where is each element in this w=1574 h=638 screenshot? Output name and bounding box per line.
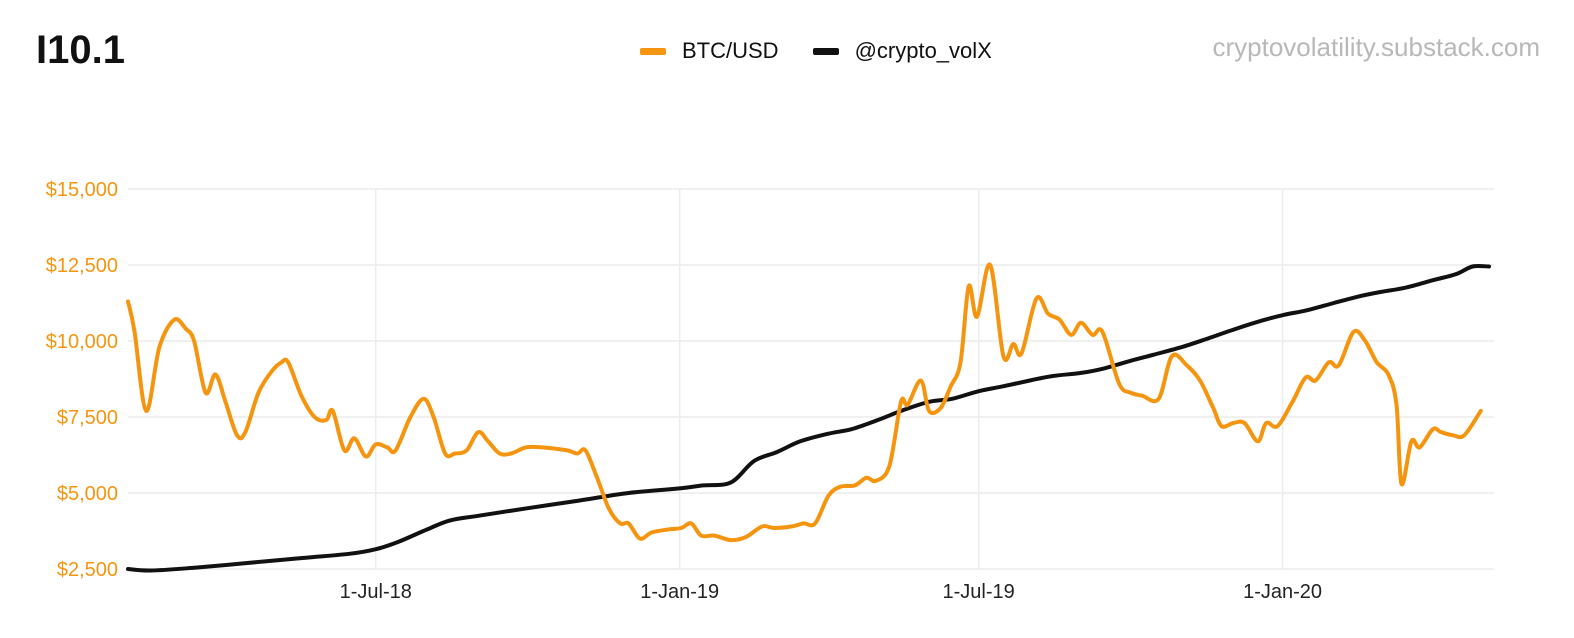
legend-item-volx: @crypto_volX xyxy=(812,38,992,64)
y-tick-label: $15,000 xyxy=(46,179,118,201)
series-lines xyxy=(126,262,1491,573)
y-tick-label: $2,500 xyxy=(57,559,118,581)
y-axis: $2,500 $5,000 $7,500 $10,000 $12,500 $15,000 xyxy=(46,179,118,581)
legend-label-btc: BTC/USD xyxy=(682,38,779,63)
grid-lines xyxy=(128,188,1494,570)
legend-swatch-volx xyxy=(812,47,839,55)
y-tick-label: $12,500 xyxy=(46,255,118,277)
x-tick-label: 1-Jul-19 xyxy=(943,581,1015,603)
chart-legend: BTC/USD @crypto_volX xyxy=(640,38,992,64)
y-tick-label: $5,000 xyxy=(57,483,118,505)
legend-swatch-btc xyxy=(640,47,666,55)
x-tick-label: 1-Jan-20 xyxy=(1243,581,1322,603)
legend-label-volx: @crypto_volX xyxy=(854,38,992,63)
source-credit: cryptovolatility.substack.com xyxy=(1212,32,1540,62)
y-tick-label: $10,000 xyxy=(46,331,118,353)
legend-item-btc: BTC/USD xyxy=(640,38,779,64)
x-tick-label: 1-Jan-19 xyxy=(640,581,719,603)
y-tick-label: $7,500 xyxy=(57,407,118,429)
series-line-crypto-volx xyxy=(126,263,1491,573)
series-line-btc-usd xyxy=(126,262,1483,543)
chart-title: I10.1 xyxy=(36,28,125,72)
x-axis: 1-Jul-18 1-Jan-19 1-Jul-19 1-Jan-20 xyxy=(340,581,1322,603)
x-tick-label: 1-Jul-18 xyxy=(340,581,412,603)
